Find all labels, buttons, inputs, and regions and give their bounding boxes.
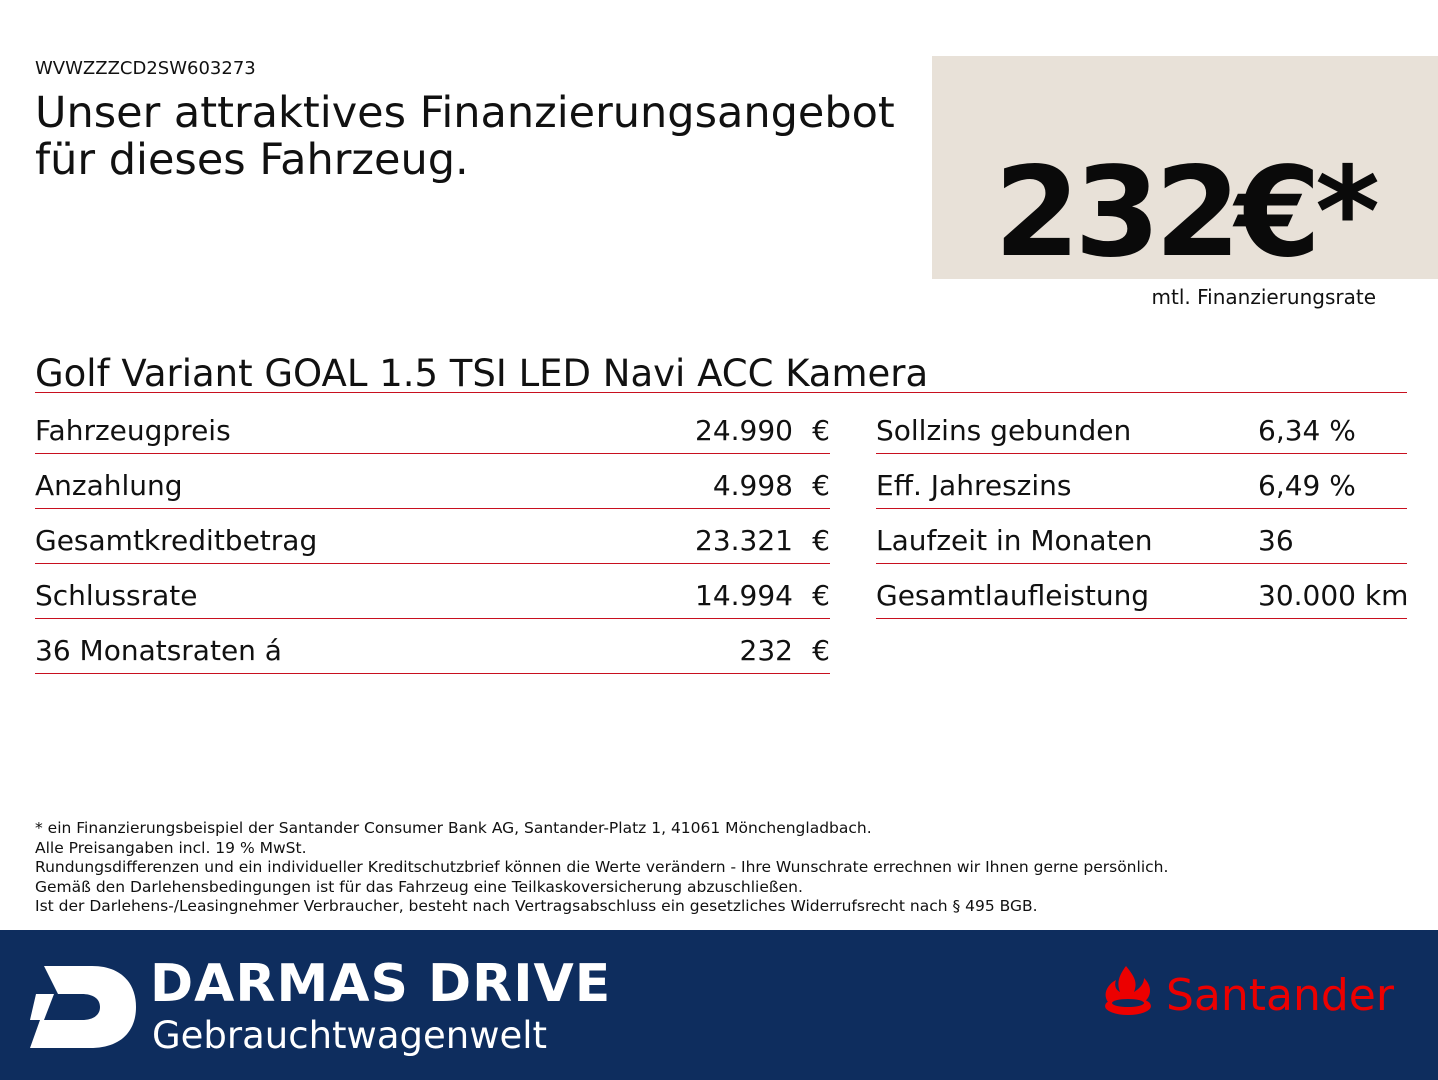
row-currency: € [812,524,830,557]
row-value: 23.321 [695,524,793,557]
row-currency: € [812,579,830,612]
row-label: 36 Monatsraten á [35,634,282,667]
row-value: 24.990 [695,414,793,447]
finance-row-effective-rate: Eff. Jahreszins 6,49 % [876,469,1407,509]
row-divider [876,563,1407,564]
finance-row-vehicle-price: Fahrzeugpreis 24.990 € [35,414,830,454]
headline-line-1: Unser attraktives Finanzierungsangebot [35,88,895,138]
row-value: 14.994 [695,579,793,612]
footer-banner: DARMAS DRIVE Gebrauchtwagenwelt Santande… [0,930,1438,1080]
monthly-rate-amount: 232€* [994,141,1380,285]
headline-line-2: für dieses Fahrzeug. [35,135,469,185]
row-value: 30.000 km [1258,579,1409,612]
row-label: Fahrzeugpreis [35,414,231,447]
finance-row-total-credit: Gesamtkreditbetrag 23.321 € [35,524,830,564]
row-divider [35,508,830,509]
row-label: Eff. Jahreszins [876,469,1072,502]
model-title-divider [35,392,1407,393]
headline: Unser attraktives Finanzierungsangebot f… [35,90,915,184]
brand-name: DARMAS DRIVE [150,954,612,1014]
finance-row-final-rate: Schlussrate 14.994 € [35,579,830,619]
finance-row-term-months: Laufzeit in Monaten 36 [876,524,1407,564]
row-value: 6,34 % [1258,414,1356,447]
darmas-drive-logo-icon [30,966,136,1048]
santander-logo: Santander [1105,966,1395,1021]
row-currency: € [812,634,830,667]
brand-tagline: Gebrauchtwagenwelt [152,1014,548,1057]
row-divider [876,453,1407,454]
santander-wordmark: Santander [1166,970,1395,1021]
row-label: Anzahlung [35,469,183,502]
monthly-rate-caption: mtl. Finanzierungsrate [1151,285,1376,309]
santander-flame-icon [1105,966,1151,1015]
row-label: Gesamtkreditbetrag [35,524,318,557]
row-label: Sollzins gebunden [876,414,1132,447]
finance-row-monthly-rates: 36 Monatsraten á 232 € [35,634,830,674]
vin-number: WVWZZZCD2SW603273 [35,58,256,79]
row-divider [35,673,830,674]
footnote-line: Ist der Darlehens-/Leasingnehmer Verbrau… [35,897,1038,915]
price-box: 232€* mtl. Finanzierungsrate [932,56,1438,309]
row-divider [35,563,830,564]
footnote-line: Gemäß den Darlehensbedingungen ist für d… [35,877,803,896]
row-label: Laufzeit in Monaten [876,524,1153,557]
row-value: 232 [739,634,793,667]
row-currency: € [812,469,830,502]
row-divider [35,618,830,619]
finance-row-total-mileage: Gesamtlaufleistung 30.000 km [876,579,1409,619]
row-value: 6,49 % [1258,469,1356,502]
row-divider [876,618,1407,619]
model-title: Golf Variant GOAL 1.5 TSI LED Navi ACC K… [35,352,929,395]
row-currency: € [812,414,830,447]
footnote-line: Rundungsdifferenzen und ein individuelle… [35,858,1169,876]
row-label: Schlussrate [35,579,198,612]
finance-row-fixed-interest: Sollzins gebunden 6,34 % [876,414,1407,454]
footnote-line: * ein Finanzierungsbeispiel der Santande… [35,819,872,837]
finance-row-down-payment: Anzahlung 4.998 € [35,469,830,509]
row-value: 36 [1258,524,1294,557]
row-divider [35,453,830,454]
row-divider [876,508,1407,509]
row-label: Gesamtlaufleistung [876,579,1150,612]
footnote-line: Alle Preisangaben incl. 19 % MwSt. [35,838,307,857]
footnotes: * ein Finanzierungsbeispiel der Santande… [35,819,1168,917]
row-value: 4.998 [712,469,793,502]
